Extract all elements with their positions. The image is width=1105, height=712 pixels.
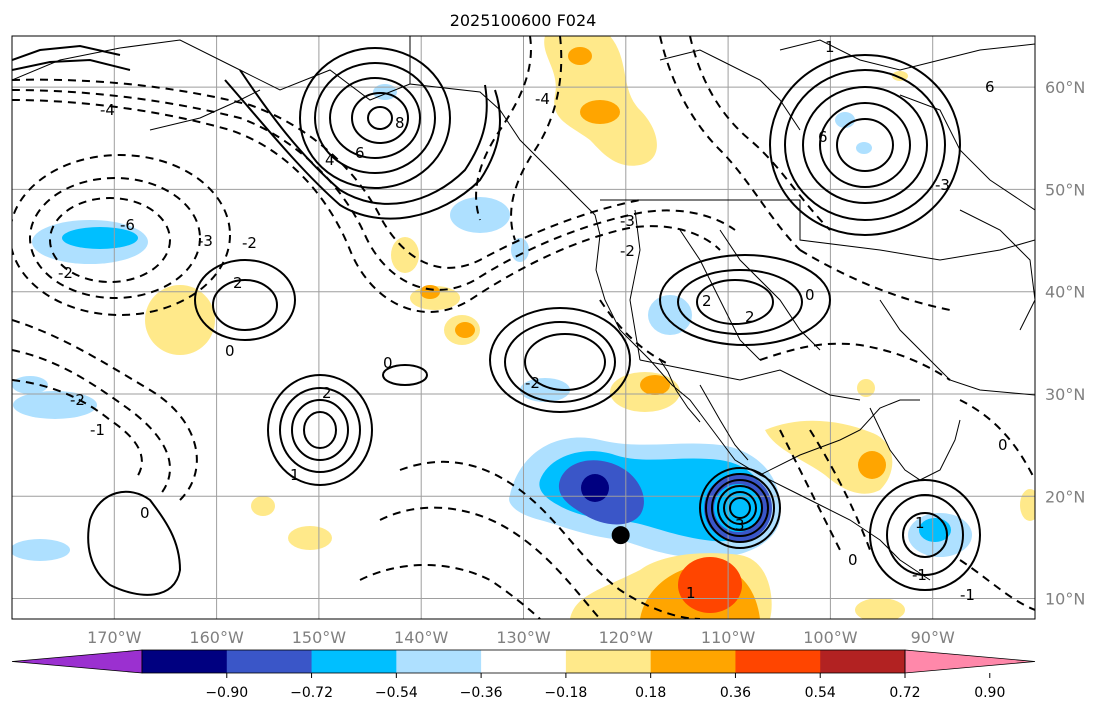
colorbar-tick-label: −0.36 (460, 685, 503, 701)
lat-tick-label: 40°N (1045, 283, 1085, 302)
colorbar-swatch (735, 650, 821, 673)
contour-label: 2 (322, 384, 332, 402)
contour-label: 1 (915, 514, 925, 532)
contour-label: -4 (535, 90, 550, 108)
map-panel: 6 6 -6 -4 8 6 4 2 2 0 0 0 1 1 -2 -3 -2 -… (11, 35, 1036, 620)
contour-label: -4 (100, 101, 115, 119)
figure-title: 2025100600 F024 (450, 11, 597, 30)
lon-tick-label: 130°W (496, 628, 551, 647)
contour-label: 0 (998, 436, 1008, 454)
lon-tick-label: 160°W (189, 628, 244, 647)
graticule (12, 36, 1035, 619)
contour-label: -1 (960, 586, 975, 604)
lat-tick-label: 10°N (1045, 590, 1085, 609)
contour-label: -3 (620, 212, 635, 230)
contour-label: 0 (225, 342, 235, 360)
colorbar-swatch (481, 650, 567, 673)
contour-label: 2 (233, 274, 243, 292)
contour-label: 1 (290, 466, 300, 484)
contour-label: -1 (90, 421, 105, 439)
colorbar-tick-label: −0.18 (544, 685, 587, 701)
negative-contours (12, 36, 1035, 619)
lat-tick-label: 60°N (1045, 78, 1085, 97)
contour-label: 0 (848, 551, 858, 569)
lon-tick-label: 90°W (911, 628, 955, 647)
colorbar-swatch (226, 650, 313, 673)
colorbar-swatch (142, 650, 228, 673)
contour-lines (12, 36, 1035, 619)
lon-tick-label: 100°W (803, 628, 858, 647)
colorbar-swatch (565, 650, 652, 673)
lon-tick-label: 170°W (87, 628, 142, 647)
contour-label: 1 (825, 38, 835, 56)
lat-tick-label: 20°N (1045, 487, 1085, 506)
contour-labels: 6 6 -6 -4 8 6 4 2 2 0 0 0 1 1 -2 -3 -2 -… (58, 38, 1008, 604)
contour-label: -2 (525, 374, 540, 392)
colorbar-swatch (650, 650, 736, 673)
colorbar-tick-label: 0.90 (974, 685, 1005, 701)
colorbar-tick-label: −0.90 (205, 685, 248, 701)
contour-label: 8 (395, 114, 405, 132)
contour-label: 6 (818, 128, 828, 146)
contour-label: -2 (620, 242, 635, 260)
contour-label: -3 (198, 232, 213, 250)
lat-tick-label: 30°N (1045, 385, 1085, 404)
colorbar-extend-high (904, 649, 1036, 674)
coastlines (12, 36, 1035, 581)
colorbar-tick-label: −0.54 (375, 685, 418, 701)
contour-label: -2 (58, 264, 73, 282)
colorbar-tick-label: 0.72 (889, 685, 920, 701)
lon-tick-label: 110°W (701, 628, 756, 647)
colorbar-swatch (311, 650, 397, 673)
shaded-field (12, 36, 1035, 619)
colorbar-tick-label: 0.18 (635, 685, 666, 701)
positive-contours (12, 44, 981, 596)
colorbar-swatch (820, 650, 906, 673)
lon-tick-label: 150°W (292, 628, 347, 647)
contour-label: 3 (735, 516, 745, 534)
storm-center-marker (611, 526, 630, 545)
colorbar-frame (141, 649, 906, 674)
contour-label: -1 (912, 566, 927, 584)
contour-label: 6 (985, 78, 995, 96)
lat-tick-label: 50°N (1045, 180, 1085, 199)
contour-label: 2 (745, 308, 755, 326)
colorbar: −0.90 −0.72 −0.54 −0.36 −0.18 0.18 0.36 0.54 0.7… (11, 649, 1036, 701)
colorbar-extend-low (11, 649, 143, 674)
contour-label: 0 (805, 286, 815, 304)
contour-label: -2 (70, 391, 85, 409)
contour-label: -3 (935, 176, 950, 194)
lon-tick-label: 140°W (394, 628, 449, 647)
contour-label: 4 (325, 151, 335, 169)
contour-label: 6 (355, 144, 365, 162)
lon-tick-label: 120°W (599, 628, 654, 647)
colorbar-tick-label: −0.72 (290, 685, 333, 701)
contour-label: 1 (686, 584, 696, 602)
colorbar-tick-label: 0.36 (720, 685, 751, 701)
contour-label: 0 (383, 354, 393, 372)
contour-label: -2 (242, 234, 257, 252)
lat-axis-labels: 60°N 50°N 40°N 30°N 20°N 10°N (1045, 78, 1085, 608)
contour-label: 0 (140, 504, 150, 522)
contour-label: -6 (120, 216, 135, 234)
colorbar-swatch (396, 650, 482, 673)
lon-axis-labels: 170°W 160°W 150°W 140°W 130°W 120°W 110°W 100°W… (87, 628, 955, 647)
contour-label: 2 (702, 292, 712, 310)
colorbar-tick-label: 0.54 (805, 685, 836, 701)
